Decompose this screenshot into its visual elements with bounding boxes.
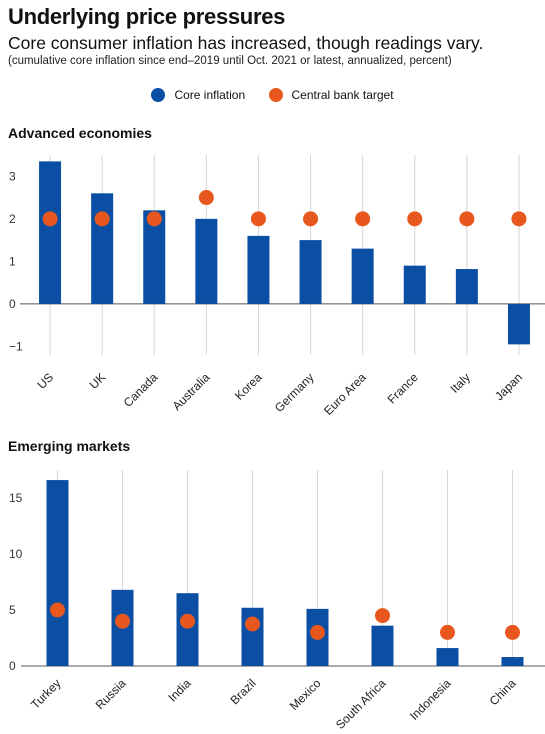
- adv-target-dot-japan: [511, 211, 527, 227]
- legend-target-label: Central bank target: [291, 88, 394, 102]
- em-category-label: Indonesia: [407, 676, 454, 723]
- adv-bar-germany: [299, 240, 322, 304]
- legend-item-target: Central bank target: [268, 88, 394, 102]
- page-subtitle: Core consumer inflation has increased, t…: [8, 33, 484, 53]
- adv-target-dot-euro-area: [355, 211, 371, 227]
- em-category-label: Russia: [93, 676, 129, 712]
- adv-target-dot-italy: [459, 211, 475, 227]
- adv-target-dot-us: [42, 211, 58, 227]
- legend: Core inflation Central bank target: [0, 88, 545, 105]
- adv-y-tick-label: 2: [9, 212, 16, 226]
- legend-target-swatch: [268, 88, 283, 102]
- adv-bar-japan: [507, 303, 530, 345]
- adv-y-tick-label: 1: [9, 254, 16, 268]
- em-y-tick-label: 15: [9, 491, 23, 505]
- adv-y-tick-label: 0: [9, 297, 16, 311]
- em-target-dot-brazil: [245, 616, 260, 632]
- em-category-label: Brazil: [227, 676, 258, 707]
- adv-y-tick-label: −1: [9, 339, 23, 353]
- em-target-dot-indonesia: [440, 624, 455, 640]
- em-target-dot-mexico: [310, 624, 325, 640]
- em-target-dot-india: [180, 613, 195, 629]
- em-category-label: Mexico: [287, 676, 324, 713]
- em-category-label: India: [165, 676, 194, 705]
- em-y-tick-label: 10: [9, 547, 23, 561]
- legend-core-swatch: [151, 88, 166, 102]
- adv-target-dot-uk: [94, 211, 110, 227]
- adv-target-dot-germany: [303, 211, 319, 227]
- adv-target-dot-canada: [146, 211, 162, 227]
- em-bar-south-africa: [371, 625, 394, 666]
- em-category-label: China: [487, 676, 519, 708]
- adv-bar-canada: [143, 210, 166, 304]
- adv-bar-korea: [247, 235, 270, 304]
- adv-bar-us: [39, 161, 62, 304]
- em-bar-brazil: [241, 607, 264, 666]
- adv-bar-france: [403, 265, 426, 304]
- adv-y-tick-label: 3: [9, 169, 16, 183]
- em-bar-india: [176, 593, 199, 666]
- legend-core-label: Core inflation: [174, 88, 246, 102]
- adv-bar-euro-area: [351, 248, 374, 304]
- em-bar-china: [501, 657, 524, 666]
- em-target-dot-russia: [115, 613, 130, 629]
- em-target-dot-turkey: [50, 602, 65, 618]
- em-bar-indonesia: [436, 648, 459, 666]
- page-title: Underlying price pressures: [8, 4, 286, 29]
- em-target-dot-south-africa: [375, 608, 390, 624]
- page-note: (cumulative core inflation since end–201…: [8, 55, 452, 67]
- em-category-label: Turkey: [28, 676, 64, 712]
- adv-target-dot-australia: [198, 190, 214, 206]
- em-y-tick-label: 5: [9, 603, 16, 617]
- em-y-tick-label: 0: [9, 659, 16, 673]
- adv-target-dot-korea: [250, 211, 266, 227]
- adv-bar-australia: [195, 218, 218, 304]
- adv-target-dot-france: [407, 211, 423, 227]
- em-category-label: South Africa: [333, 676, 389, 732]
- emerging-markets-title: Emerging markets: [8, 438, 131, 454]
- em-target-dot-china: [505, 624, 520, 640]
- em-bar-turkey: [46, 480, 69, 666]
- advanced-economies-title: Advanced economies: [8, 125, 152, 141]
- legend-item-core: Core inflation: [151, 88, 245, 102]
- adv-bar-italy: [455, 269, 478, 304]
